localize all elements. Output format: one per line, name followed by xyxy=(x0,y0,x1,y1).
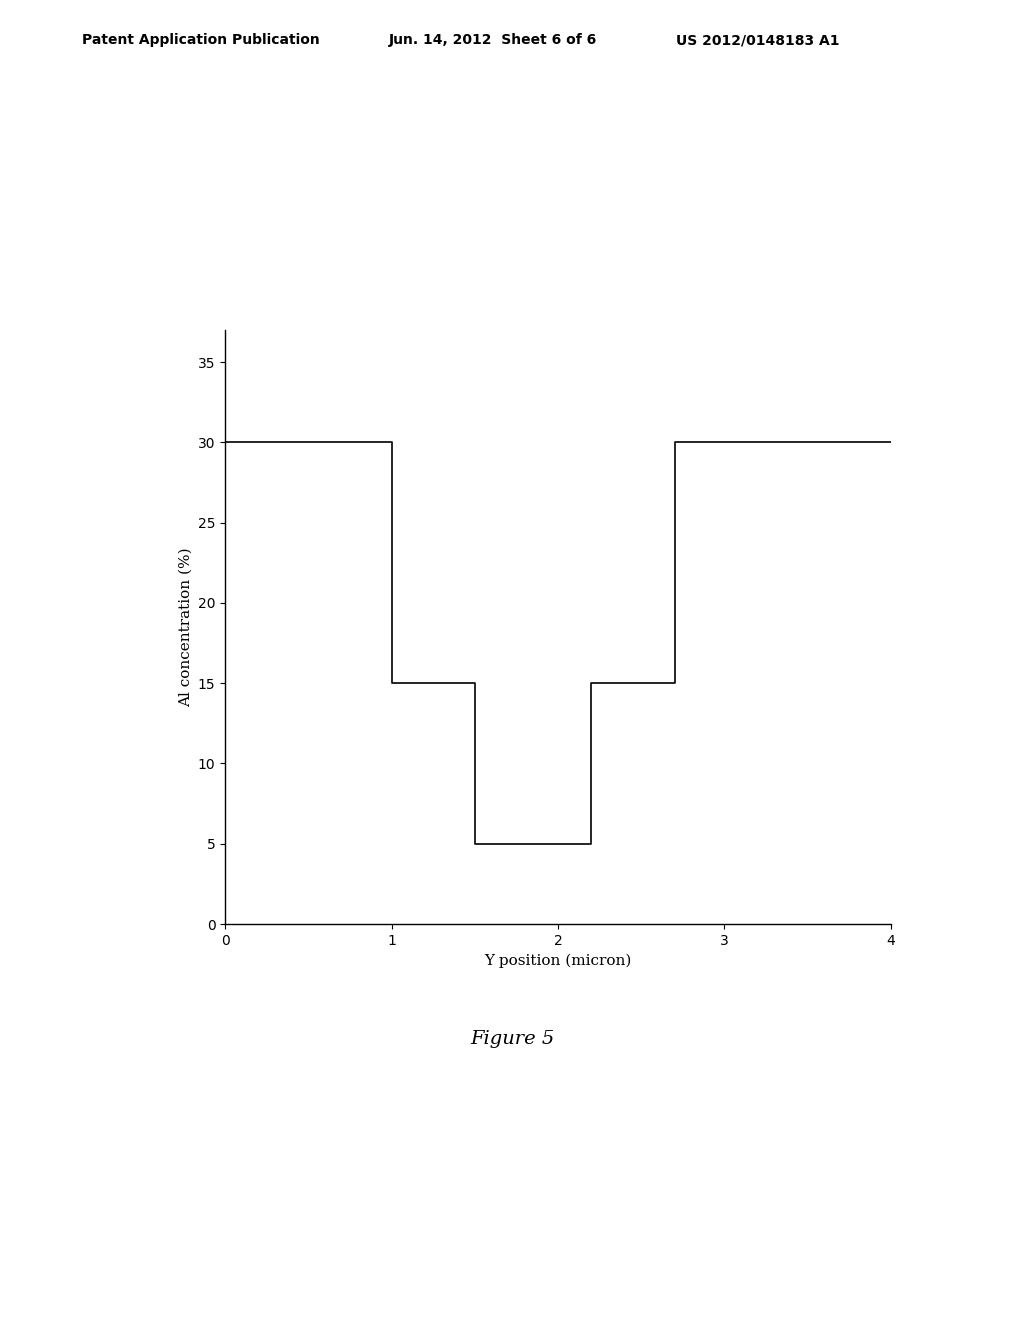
X-axis label: Y position (micron): Y position (micron) xyxy=(484,953,632,968)
Text: US 2012/0148183 A1: US 2012/0148183 A1 xyxy=(676,33,840,48)
Text: Jun. 14, 2012  Sheet 6 of 6: Jun. 14, 2012 Sheet 6 of 6 xyxy=(389,33,597,48)
Text: Figure 5: Figure 5 xyxy=(470,1030,554,1048)
Y-axis label: Al concentration (%): Al concentration (%) xyxy=(178,548,193,706)
Text: Patent Application Publication: Patent Application Publication xyxy=(82,33,319,48)
